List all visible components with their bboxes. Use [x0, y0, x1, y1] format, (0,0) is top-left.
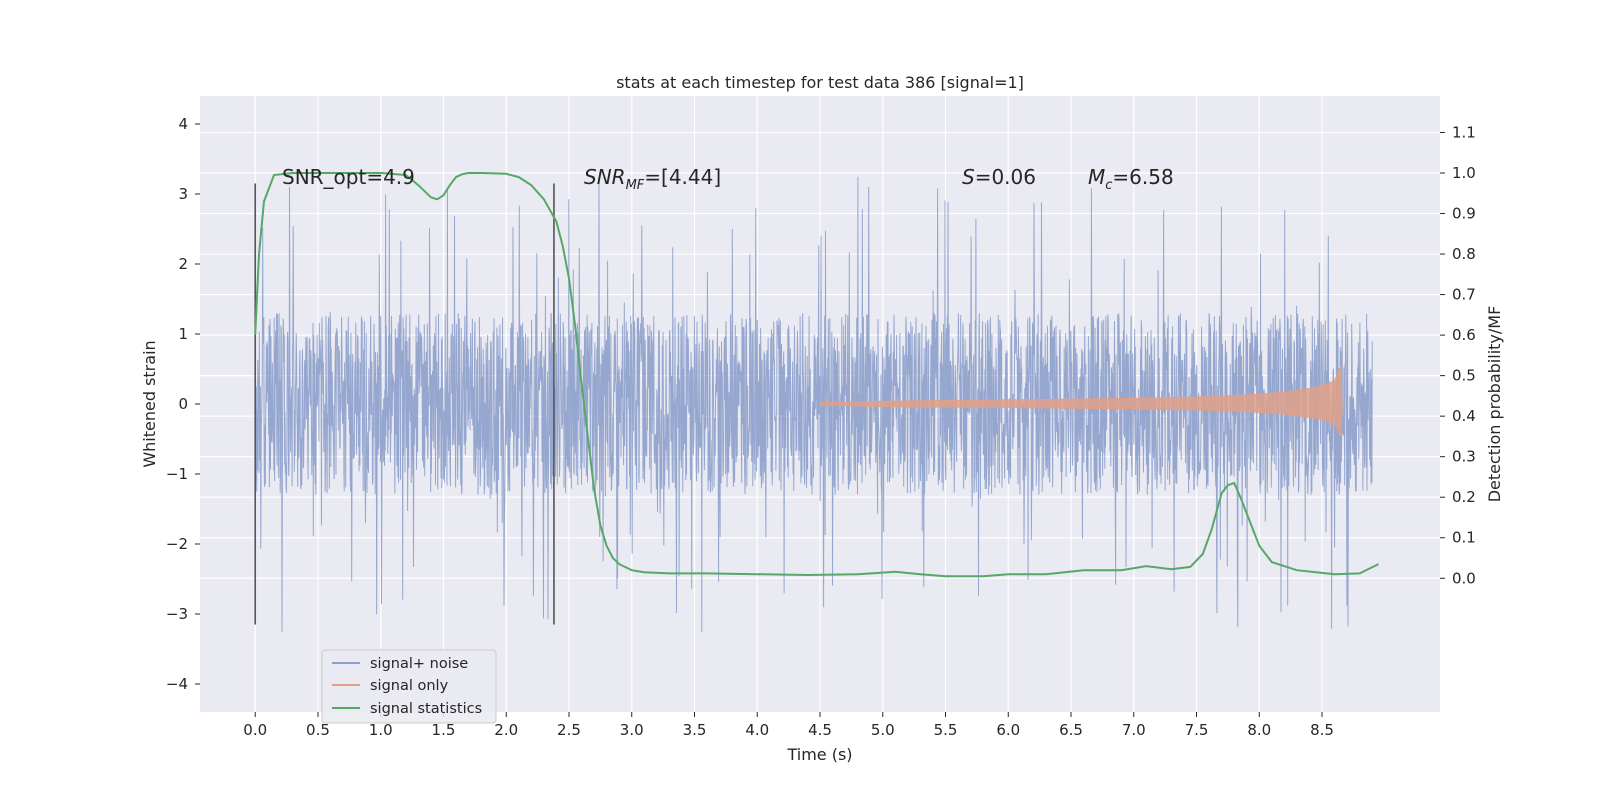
y-right-tick-label: 0.8	[1452, 245, 1476, 263]
y-tick-label: 3	[178, 185, 188, 203]
annotation-s-value: =0.06	[975, 165, 1036, 189]
x-tick-label: 7.5	[1185, 721, 1209, 739]
y-right-tick-label: 0.4	[1452, 407, 1476, 425]
legend-label-signal: signal only	[370, 678, 449, 694]
x-tick-label: 0.5	[306, 721, 330, 739]
x-tick-label: 1.5	[432, 721, 456, 739]
annotation-snr-mf: SNRMF=[4.44]	[584, 165, 721, 193]
annotation-s-symbol: S	[962, 165, 975, 189]
legend-label-stats: signal statistics	[370, 701, 482, 717]
y-right-tick-label: 0.7	[1452, 286, 1476, 304]
x-tick-label: 2.0	[494, 721, 518, 739]
series-signal-only	[819, 365, 1343, 437]
y-axis-label: Whitened strain	[140, 340, 159, 467]
signal-envelope	[819, 365, 1343, 437]
y-right-tick-label: 0.1	[1452, 529, 1476, 547]
y-tick-label: 0	[178, 395, 188, 413]
y-right-tick-label: 0.6	[1452, 326, 1476, 344]
legend: signal+ noise signal only signal statist…	[321, 649, 497, 724]
x-tick-label: 7.0	[1122, 721, 1146, 739]
y-tick-label: −2	[166, 535, 188, 553]
annotation-mc-value: =6.58	[1112, 165, 1173, 189]
x-tick-label: 5.0	[871, 721, 895, 739]
y-right-tick-label: 0.5	[1452, 367, 1476, 385]
y-axis-right-label: Detection probability/MF	[1485, 306, 1504, 503]
annotation-snr-opt: SNR_opt=4.9	[282, 165, 415, 189]
x-tick-label: 3.5	[683, 721, 707, 739]
x-tick-label: 1.0	[369, 721, 393, 739]
annotation-mc: Mc=6.58	[1088, 165, 1174, 193]
annotation-mc-symbol: M	[1088, 165, 1105, 189]
legend-box	[321, 649, 497, 724]
y-tick-label: 1	[178, 325, 188, 343]
x-tick-label: 8.0	[1247, 721, 1271, 739]
y-right-tick-label: 0.0	[1452, 569, 1476, 587]
x-tick-label: 4.5	[808, 721, 832, 739]
x-axis-label: Time (s)	[786, 745, 852, 764]
y-tick-label: −3	[166, 605, 188, 623]
x-tick-label: 5.5	[934, 721, 958, 739]
y-tick-label: 4	[178, 115, 188, 133]
series-signal-noise	[254, 176, 1373, 632]
legend-label-noise: signal+ noise	[370, 656, 468, 672]
y-tick-label: 2	[178, 255, 188, 273]
x-tick-label: 6.0	[996, 721, 1020, 739]
annotation-snr-mf-base: SNR	[584, 165, 626, 189]
y-right-tick-label: 0.9	[1452, 205, 1476, 223]
series-signal-statistics	[254, 172, 1379, 578]
annotation-mc-sub: c	[1105, 178, 1112, 193]
x-tick-label: 3.0	[620, 721, 644, 739]
x-tick-label: 0.0	[243, 721, 267, 739]
y-right-tick-label: 0.2	[1452, 488, 1476, 506]
y-tick-label: −4	[166, 675, 188, 693]
y-right-tick-label: 1.1	[1452, 123, 1476, 141]
stats-line	[254, 172, 1379, 578]
y-right-tick-label: 0.3	[1452, 448, 1476, 466]
annotation-snr-mf-value: =[4.44]	[644, 165, 721, 189]
x-tick-label: 4.0	[745, 721, 769, 739]
chart-title: stats at each timestep for test data 386…	[616, 73, 1024, 92]
y-tick-label: −1	[166, 465, 188, 483]
axis-ticks: 0.0 0.5 1.0 1.5 2.0 2.5 3.0 3.5 4.0 4.5 5.0 5.5 6.0 6…	[166, 115, 1476, 739]
x-tick-label: 6.5	[1059, 721, 1083, 739]
annotation-s: S=0.06	[962, 165, 1036, 189]
x-tick-label: 2.5	[557, 721, 581, 739]
vertical-markers	[254, 183, 555, 625]
x-tick-label: 8.5	[1310, 721, 1334, 739]
noise-trace	[254, 176, 1373, 632]
annotation-snr-mf-sub: MF	[626, 178, 645, 193]
y-right-tick-label: 1.0	[1452, 164, 1476, 182]
